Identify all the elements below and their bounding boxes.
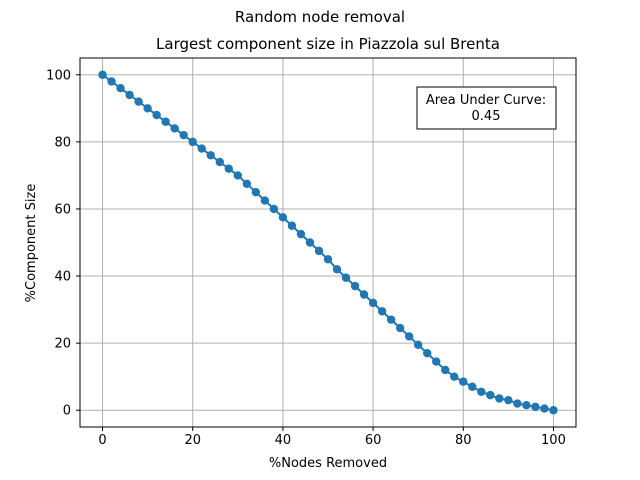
data-point bbox=[432, 357, 441, 366]
data-point bbox=[540, 404, 549, 413]
x-tick-label: 0 bbox=[98, 433, 106, 448]
data-point bbox=[377, 307, 387, 316]
data-point bbox=[441, 365, 450, 375]
data-point bbox=[549, 406, 558, 415]
data-point bbox=[305, 238, 315, 247]
auc-label: Area Under Curve: bbox=[426, 93, 546, 108]
data-point bbox=[296, 229, 306, 239]
axis-ticks: 0 20 40 60 80 100 0 20 40 60 80 100 bbox=[46, 68, 566, 448]
data-point bbox=[404, 332, 414, 341]
data-point bbox=[495, 394, 504, 403]
auc-value: 0.45 bbox=[472, 109, 501, 124]
data-point bbox=[368, 298, 378, 308]
data-point bbox=[459, 377, 468, 386]
y-tick-label: 60 bbox=[54, 202, 71, 217]
plot-frame bbox=[79, 57, 577, 428]
data-point bbox=[486, 390, 495, 400]
data-point bbox=[413, 340, 423, 350]
data-point bbox=[341, 273, 351, 282]
x-axis-label: %Nodes Removed bbox=[269, 456, 387, 471]
data-point bbox=[188, 137, 197, 147]
y-axis-label: %Component Size bbox=[24, 184, 39, 303]
data-point bbox=[477, 387, 486, 396]
data-point bbox=[125, 90, 134, 100]
data-point bbox=[98, 70, 107, 79]
data-point bbox=[386, 315, 396, 324]
data-point bbox=[116, 83, 125, 93]
x-tick-label: 80 bbox=[455, 433, 472, 448]
data-point bbox=[233, 171, 243, 180]
y-tick-label: 20 bbox=[54, 337, 71, 352]
data-point bbox=[468, 382, 477, 391]
data-point bbox=[251, 187, 261, 197]
y-tick-label: 80 bbox=[54, 135, 71, 150]
x-tick-label: 20 bbox=[184, 433, 201, 448]
data-point bbox=[179, 130, 188, 140]
data-point bbox=[350, 281, 360, 291]
data-point bbox=[531, 402, 540, 412]
data-point bbox=[134, 97, 143, 106]
data-point bbox=[332, 265, 342, 274]
y-tick-label: 0 bbox=[63, 404, 71, 419]
data-point bbox=[143, 104, 152, 113]
auc-box bbox=[416, 86, 557, 130]
data-point bbox=[107, 77, 116, 86]
x-tick-label: 100 bbox=[541, 433, 566, 448]
data-point bbox=[323, 255, 333, 264]
x-tick-label: 40 bbox=[275, 433, 292, 448]
data-point bbox=[269, 204, 279, 214]
data-point bbox=[215, 157, 224, 167]
auc-annotation: Area Under Curve: 0.45 bbox=[416, 86, 557, 130]
data-point bbox=[278, 213, 288, 222]
series-line bbox=[98, 70, 558, 415]
data-point bbox=[242, 179, 252, 188]
y-tick-label: 40 bbox=[54, 270, 71, 285]
data-point bbox=[423, 349, 432, 358]
chart-suptitle: Random node removal bbox=[235, 8, 405, 26]
x-tick-label: 60 bbox=[365, 433, 382, 448]
data-point bbox=[161, 117, 170, 126]
data-point bbox=[197, 144, 206, 153]
data-point bbox=[170, 124, 179, 133]
data-point bbox=[224, 164, 233, 173]
data-point bbox=[522, 400, 531, 410]
data-point bbox=[314, 246, 324, 256]
data-point bbox=[504, 395, 513, 405]
y-tick-label: 100 bbox=[46, 68, 71, 83]
data-point bbox=[152, 110, 161, 120]
data-point bbox=[359, 290, 369, 299]
data-point bbox=[287, 221, 297, 230]
data-point bbox=[513, 399, 522, 408]
data-point bbox=[260, 196, 270, 205]
data-point bbox=[206, 151, 215, 160]
chart-title: Largest component size in Piazzola sul B… bbox=[156, 35, 500, 53]
data-point bbox=[395, 323, 405, 333]
data-point bbox=[450, 372, 459, 381]
